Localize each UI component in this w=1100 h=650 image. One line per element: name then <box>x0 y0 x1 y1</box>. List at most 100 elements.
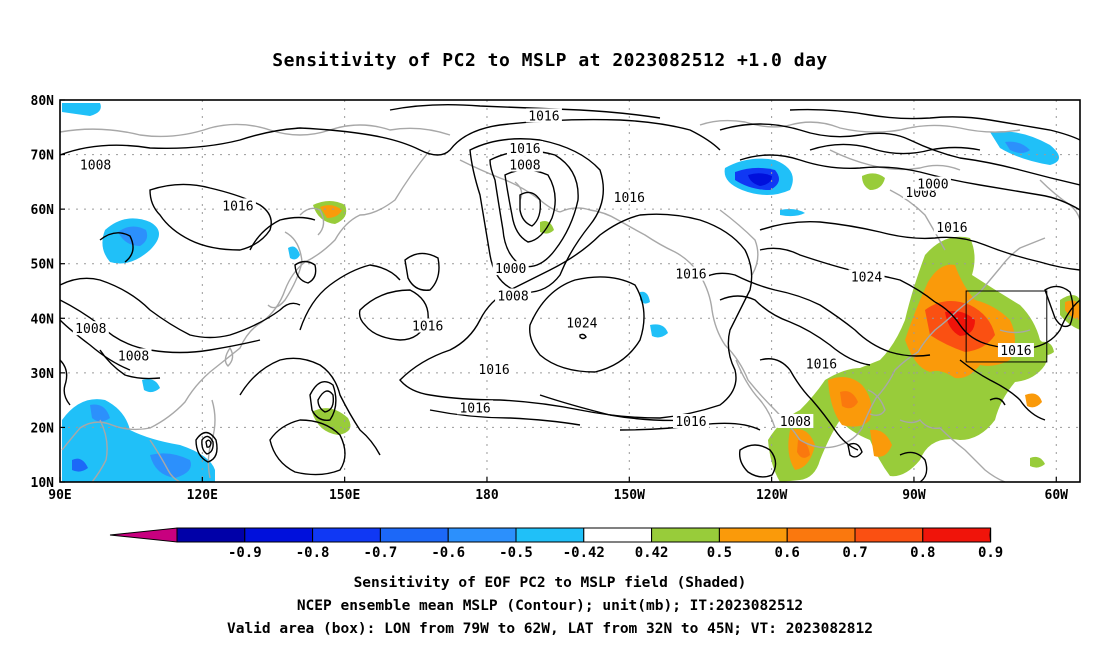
contour-label-bg <box>525 108 562 123</box>
map-frame <box>59 99 1081 483</box>
isobar <box>759 358 859 451</box>
isobar <box>1044 285 1074 328</box>
shade-blue <box>72 458 88 472</box>
coastline <box>867 389 886 417</box>
contour-label: 1024 <box>566 317 597 332</box>
shade-blue <box>650 324 668 338</box>
colorbar-segment <box>854 527 924 543</box>
shade-blue <box>1005 141 1030 153</box>
contour-label-bg <box>933 220 970 235</box>
map-title: Sensitivity of PC2 to MSLP at 2023082512… <box>272 50 828 71</box>
lat-tick-label: 70N <box>31 149 55 164</box>
shade-blue <box>748 173 772 186</box>
isobar <box>60 277 301 339</box>
colorbar-segment <box>244 527 314 543</box>
lat-tick-label: 10N <box>31 476 55 491</box>
isobar <box>358 289 429 341</box>
colorbar-segment <box>922 527 992 543</box>
colorbar-label: 0.6 <box>775 545 800 561</box>
shade-blue <box>62 103 101 116</box>
lon-tick-label: 60W <box>1045 488 1069 503</box>
lat-tick-label: 60N <box>31 203 55 218</box>
contour-label-bg <box>72 321 109 336</box>
isobar <box>205 439 212 448</box>
contour-label-bg <box>997 343 1034 358</box>
contour-label: 1024 <box>851 270 882 285</box>
isobar <box>317 390 335 413</box>
contour-label-bg <box>848 269 885 284</box>
contour-label: 1016 <box>936 221 967 236</box>
coastline <box>939 427 1006 482</box>
contour-label: 1016 <box>509 142 540 157</box>
contour-label-bg <box>777 413 814 428</box>
sensitivity-shading <box>62 103 1080 482</box>
lon-tick-label: 150W <box>614 488 645 503</box>
isobar <box>519 191 542 227</box>
contour-label-bg <box>914 176 951 191</box>
shade-green <box>1030 456 1045 468</box>
lat-tick-label: 80N <box>31 94 55 109</box>
isobar <box>959 359 1046 421</box>
isobar <box>759 247 936 303</box>
colorbar-segment <box>515 527 585 543</box>
shade-blue <box>118 226 148 246</box>
colorbar-label: 0.42 <box>635 545 669 561</box>
lon-tick-label: 180 <box>475 488 499 503</box>
colorbar-label: 0.8 <box>910 545 935 561</box>
coastline <box>899 419 941 430</box>
isobar <box>847 442 863 458</box>
isobar <box>809 143 981 155</box>
shade-orange <box>840 391 858 409</box>
isobar <box>294 260 317 284</box>
isobar <box>759 220 1080 271</box>
colorbar-label: -0.7 <box>364 545 398 561</box>
valid-area-box <box>965 290 1048 363</box>
contour-label: 1008 <box>80 158 111 173</box>
coastline <box>829 149 961 171</box>
isobar <box>60 118 721 156</box>
coastline <box>719 209 759 276</box>
isobar <box>195 431 218 463</box>
contour-label-bg <box>563 315 600 330</box>
isobar <box>299 264 401 331</box>
isobar <box>719 295 871 366</box>
colorbar-segment <box>651 527 720 543</box>
contour-label-bg <box>219 198 256 213</box>
isobar <box>60 359 71 406</box>
coastline <box>60 123 451 138</box>
contour-label: 1016 <box>459 401 490 416</box>
contour-label-bg <box>672 266 709 281</box>
coastline <box>735 359 776 429</box>
contour-label-bg <box>672 413 709 428</box>
coastline <box>799 237 1046 449</box>
shade-orange <box>870 429 892 457</box>
shade-blue <box>288 246 300 260</box>
footer-line-1: Sensitivity of EOF PC2 to MSLP field (Sh… <box>353 575 747 591</box>
shade-orange <box>320 205 342 218</box>
isobar <box>699 272 931 357</box>
shade-blue <box>142 379 160 393</box>
isobar <box>201 435 214 455</box>
isobar <box>469 138 604 294</box>
colorbar-segment <box>312 527 381 543</box>
isobar <box>269 419 346 476</box>
colorbar <box>109 527 992 543</box>
colorbar-label: -0.6 <box>431 545 465 561</box>
contour-label: 1000 <box>495 262 526 277</box>
colorbar-label: -0.42 <box>563 545 605 561</box>
colorbar-labels: -0.9 -0.8 -0.7 -0.6 -0.5 -0.42 0.42 0.5 0.6 0.7 0.… <box>228 545 1003 561</box>
shade-green <box>960 397 975 410</box>
isobar <box>389 103 661 119</box>
contour-label: 1016 <box>478 363 509 378</box>
contour-label-bg <box>115 348 152 363</box>
colorbar-label: 0.5 <box>707 545 732 561</box>
colorbar-segment <box>718 527 788 543</box>
contour-label-bg <box>506 141 543 156</box>
contour-label: 1008 <box>780 415 811 430</box>
colorbar-label: 0.7 <box>842 545 867 561</box>
coastline <box>61 149 431 451</box>
colorbar-label: -0.9 <box>228 545 262 561</box>
isobar <box>529 276 645 373</box>
coastline <box>267 231 303 309</box>
